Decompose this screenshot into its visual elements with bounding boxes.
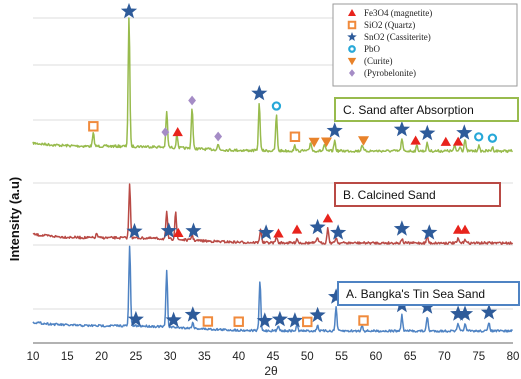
x-tick-label: 55 bbox=[335, 351, 348, 363]
peak-marker bbox=[393, 220, 410, 236]
legend-label: (Pyrobelonite) bbox=[364, 68, 416, 78]
series-label-box bbox=[334, 182, 501, 207]
peak-marker bbox=[328, 288, 345, 304]
peak-marker bbox=[273, 228, 284, 238]
peak-marker bbox=[127, 310, 144, 327]
legend-marker bbox=[347, 57, 357, 66]
x-tick-label: 15 bbox=[61, 351, 74, 363]
peak-marker bbox=[421, 224, 438, 240]
peak-marker bbox=[474, 132, 484, 142]
legend-box bbox=[332, 3, 518, 87]
axes: 10 15 20 25 30 35 40 45 50 55 60 65 70 75 80 bbox=[27, 342, 520, 363]
peak-marker bbox=[459, 224, 471, 234]
peak-marker bbox=[88, 121, 99, 132]
peak-marker bbox=[358, 315, 369, 326]
peak-marker bbox=[258, 224, 275, 240]
peak-marker bbox=[393, 121, 410, 137]
peak-marker bbox=[188, 95, 196, 106]
peak-marker bbox=[309, 306, 326, 323]
peak-marker bbox=[320, 137, 333, 148]
peak-marker bbox=[309, 218, 326, 235]
x-tick-label: 80 bbox=[507, 351, 520, 363]
series-labels: C. Sand after Absorption B. Calcined Sand… bbox=[334, 97, 520, 306]
legend: Fe3O4 (magnetite) SiO2 (Quartz) SnO2 (Cass… bbox=[332, 3, 518, 87]
x-tick-label: 70 bbox=[438, 351, 451, 363]
x-axis-title: 2θ bbox=[264, 364, 278, 378]
peak-marker bbox=[286, 312, 303, 328]
peak-marker bbox=[330, 224, 347, 240]
peak-marker bbox=[480, 304, 498, 320]
peak-marker bbox=[289, 131, 301, 142]
peak-marker bbox=[160, 222, 177, 238]
peak-marker bbox=[271, 310, 288, 327]
legend-marker bbox=[347, 20, 357, 30]
x-tick-label: 30 bbox=[164, 351, 177, 363]
y-axis-title: Intensity (a.u) bbox=[7, 177, 22, 262]
peak-marker bbox=[456, 124, 473, 140]
peak-marker bbox=[302, 316, 313, 328]
peak-marker bbox=[120, 2, 138, 19]
peak-marker bbox=[410, 135, 421, 145]
series-label-box bbox=[334, 97, 519, 122]
legend-marker bbox=[347, 32, 357, 41]
legend-label: SnO2 (Cassiterite) bbox=[364, 32, 431, 42]
legend-marker bbox=[349, 69, 355, 77]
series-label: B. Calcined Sand bbox=[343, 188, 436, 202]
x-tick-label: 50 bbox=[301, 351, 314, 363]
series-label-box bbox=[337, 281, 520, 306]
peak-markers bbox=[88, 2, 498, 328]
legend-marker bbox=[348, 9, 356, 16]
series-label: A. Bangka's Tin Sea Sand bbox=[346, 287, 485, 301]
peak-marker bbox=[487, 133, 498, 143]
peak-marker bbox=[452, 136, 464, 146]
legend-label: Fe3O4 (magnetite) bbox=[364, 8, 432, 18]
peak-marker bbox=[214, 131, 223, 142]
x-tick-label: 40 bbox=[232, 351, 245, 363]
peak-marker bbox=[450, 305, 467, 321]
peak-marker bbox=[202, 316, 214, 327]
peak-marker bbox=[452, 224, 464, 234]
peak-marker bbox=[173, 227, 184, 237]
peak-marker bbox=[165, 311, 182, 327]
legend-marker bbox=[348, 45, 356, 53]
x-tick-label: 45 bbox=[267, 351, 280, 363]
legend-label: PbO bbox=[364, 44, 381, 54]
peak-marker bbox=[291, 224, 303, 234]
peak-marker bbox=[308, 137, 320, 148]
peak-marker bbox=[440, 136, 451, 146]
x-tick-label: 10 bbox=[27, 351, 40, 363]
series-line bbox=[32, 245, 514, 333]
peak-marker bbox=[256, 312, 273, 328]
peak-marker bbox=[126, 222, 143, 239]
x-tick-label: 75 bbox=[472, 351, 485, 363]
peak-marker bbox=[185, 222, 202, 238]
x-tick-label: 20 bbox=[95, 351, 108, 363]
x-tick-label: 25 bbox=[129, 351, 142, 363]
peak-marker bbox=[251, 84, 268, 101]
x-tick-label: 60 bbox=[369, 351, 382, 363]
legend-label: SiO2 (Quartz) bbox=[364, 20, 415, 30]
x-tick-label: 35 bbox=[198, 351, 211, 363]
peak-marker bbox=[357, 136, 370, 146]
peak-marker bbox=[172, 127, 183, 137]
peak-marker bbox=[456, 305, 474, 321]
legend-label: (Curite) bbox=[364, 56, 393, 66]
peak-marker bbox=[326, 122, 343, 138]
series-line bbox=[32, 17, 514, 154]
series-line bbox=[32, 183, 514, 245]
peak-marker bbox=[271, 101, 282, 111]
series-label: C. Sand after Absorption bbox=[343, 103, 474, 117]
x-tick-label: 65 bbox=[404, 351, 417, 363]
peak-marker bbox=[322, 213, 334, 223]
peak-marker bbox=[233, 316, 244, 327]
peak-marker bbox=[419, 124, 436, 141]
peak-marker bbox=[184, 306, 201, 322]
series-traces bbox=[32, 17, 514, 333]
peak-marker bbox=[161, 127, 170, 137]
